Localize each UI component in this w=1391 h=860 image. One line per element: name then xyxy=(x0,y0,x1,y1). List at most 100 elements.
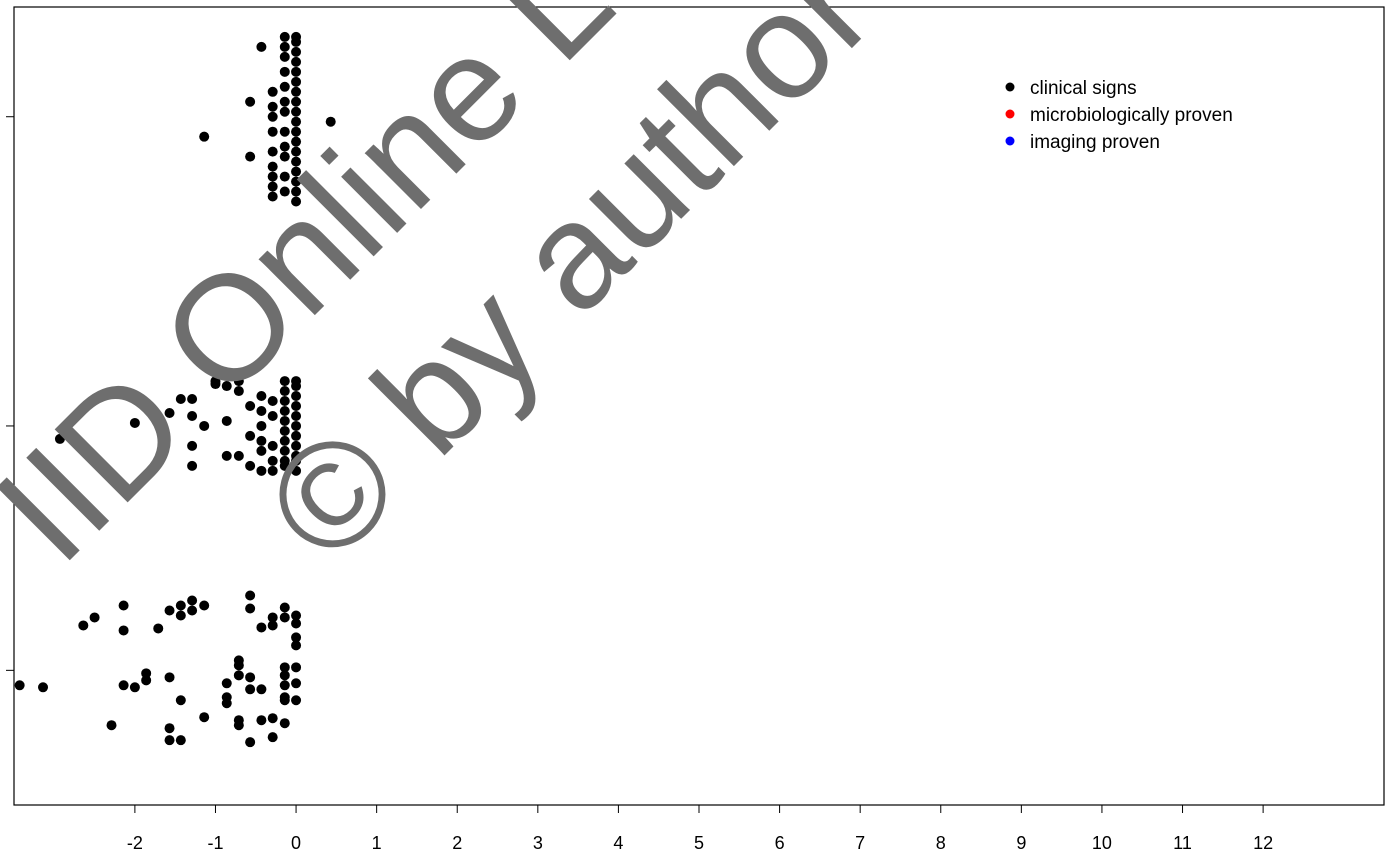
data-point xyxy=(175,695,186,706)
data-point xyxy=(210,376,221,387)
data-point xyxy=(279,602,290,613)
x-tick-label: -2 xyxy=(127,833,143,853)
data-point xyxy=(89,612,100,623)
data-point xyxy=(267,191,278,202)
data-point xyxy=(291,632,302,643)
data-point xyxy=(279,66,290,77)
data-point xyxy=(221,450,232,461)
data-point xyxy=(256,465,267,476)
data-point xyxy=(279,106,290,117)
data-point xyxy=(164,672,175,683)
data-point xyxy=(279,141,290,152)
data-point xyxy=(221,415,232,426)
data-point xyxy=(291,610,302,621)
data-point xyxy=(233,386,244,397)
data-point xyxy=(141,668,152,679)
legend-label: imaging proven xyxy=(1030,132,1160,153)
data-points xyxy=(14,31,336,748)
x-tick-label: 10 xyxy=(1092,833,1112,853)
data-point xyxy=(221,678,232,689)
data-point xyxy=(153,455,164,466)
data-point xyxy=(267,396,278,407)
data-point xyxy=(187,410,198,421)
data-point xyxy=(233,660,244,671)
x-tick-label: 9 xyxy=(1016,833,1026,853)
data-point xyxy=(245,460,256,471)
data-point xyxy=(279,460,290,471)
data-point xyxy=(245,672,256,683)
data-point xyxy=(291,156,302,167)
data-point xyxy=(279,396,290,407)
data-point xyxy=(267,620,278,631)
data-point xyxy=(175,394,186,405)
data-point xyxy=(164,735,175,746)
data-point xyxy=(118,600,129,611)
legend-marker xyxy=(1005,109,1015,119)
data-point xyxy=(279,680,290,691)
data-point xyxy=(187,460,198,471)
data-point xyxy=(279,435,290,446)
data-point xyxy=(267,410,278,421)
data-point xyxy=(164,407,175,418)
data-point xyxy=(279,81,290,92)
data-point xyxy=(291,640,302,651)
x-tick-label: 11 xyxy=(1173,833,1192,853)
data-point xyxy=(291,166,302,177)
x-tick-label: 12 xyxy=(1253,833,1273,853)
data-point xyxy=(256,41,267,52)
data-point xyxy=(118,625,129,636)
data-point xyxy=(199,600,210,611)
data-point xyxy=(256,405,267,416)
data-point xyxy=(291,46,302,57)
data-point xyxy=(291,440,302,451)
data-point xyxy=(245,401,256,411)
data-point xyxy=(245,590,256,601)
data-point xyxy=(106,720,117,731)
data-point xyxy=(291,391,302,402)
data-point xyxy=(279,376,290,387)
legend-marker xyxy=(1005,136,1015,146)
data-point xyxy=(267,713,278,724)
data-point xyxy=(187,605,198,616)
data-point xyxy=(291,695,302,706)
data-point xyxy=(267,111,278,122)
x-tick-label: 4 xyxy=(613,833,623,853)
data-point xyxy=(245,151,256,162)
data-point xyxy=(233,450,244,461)
data-point xyxy=(291,31,302,42)
data-point xyxy=(153,623,164,634)
data-point xyxy=(141,675,152,686)
data-point xyxy=(221,381,232,392)
data-point xyxy=(291,662,302,673)
data-point xyxy=(245,684,256,695)
data-point xyxy=(233,670,244,681)
data-point xyxy=(267,440,278,451)
data-point xyxy=(279,126,290,137)
data-point xyxy=(291,76,302,87)
x-axis: -2 -1 0 1 2 3 4 5 6 7 8 9 10 11 12 xyxy=(127,805,1273,853)
data-point xyxy=(291,401,302,411)
data-point xyxy=(279,718,290,729)
data-point xyxy=(129,417,140,428)
data-point xyxy=(164,723,175,734)
data-point xyxy=(279,662,290,673)
data-point xyxy=(267,612,278,623)
x-tick-label: 8 xyxy=(936,833,946,853)
data-point xyxy=(187,440,198,451)
data-point xyxy=(118,680,129,691)
data-point xyxy=(54,433,65,444)
data-point xyxy=(279,151,290,162)
data-point xyxy=(291,678,302,689)
data-point xyxy=(291,420,302,431)
data-point xyxy=(199,131,210,142)
data-point xyxy=(279,51,290,62)
x-tick-label: 5 xyxy=(694,833,704,853)
data-point xyxy=(279,186,290,197)
data-point xyxy=(233,376,244,387)
data-point xyxy=(291,86,302,97)
data-point xyxy=(175,600,186,611)
data-point xyxy=(291,146,302,157)
data-point xyxy=(175,735,186,746)
x-tick-label: 7 xyxy=(855,833,865,853)
